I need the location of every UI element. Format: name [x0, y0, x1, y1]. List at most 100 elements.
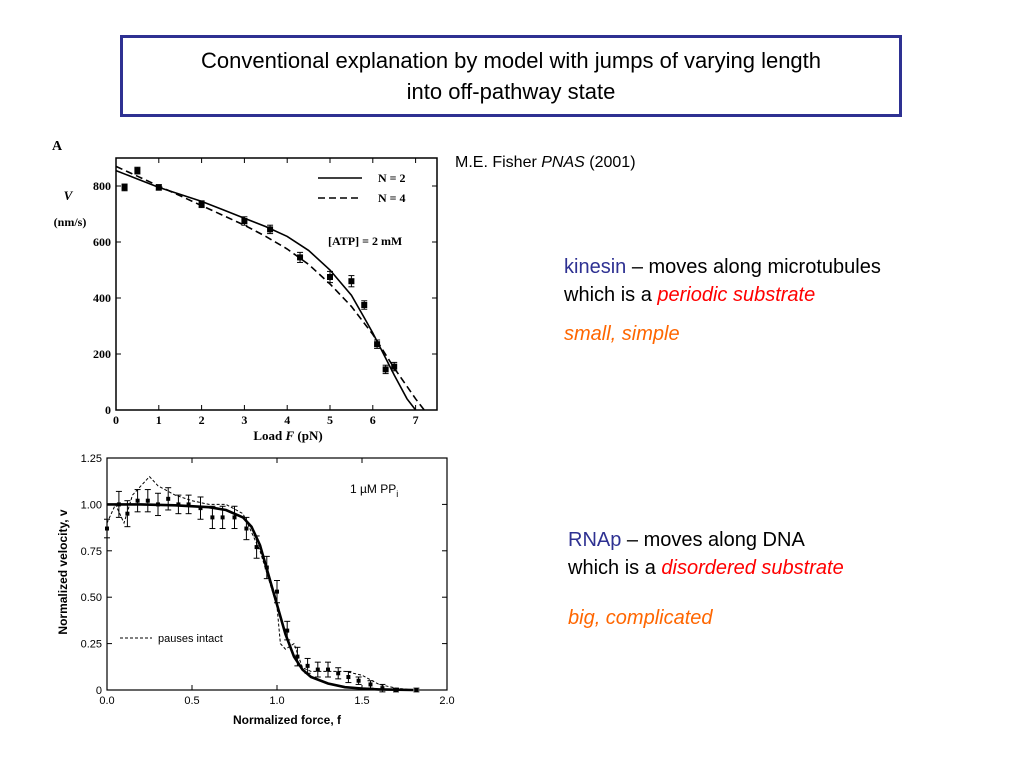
kinesin-note: kinesin – moves along microtubules which… [564, 253, 881, 309]
data-point [116, 502, 121, 507]
x-axis-label: Load F (pN) [253, 428, 322, 443]
data-point [295, 654, 300, 659]
kinesin-desc1: – moves along microtubules [626, 256, 881, 278]
kinesin-size-note: small, simple [564, 323, 680, 345]
data-point [285, 628, 290, 633]
x-axis-label-unit: (pN) [294, 428, 323, 443]
data-point [414, 688, 419, 692]
x-tick-label: 6 [370, 413, 376, 427]
data-point [382, 366, 389, 373]
chart2-legend: pauses intact [120, 633, 223, 645]
x-axis-label: Normalized force, f [233, 713, 342, 727]
rnap-size-note: big, complicated [568, 607, 713, 629]
y-tick-label: 0.75 [81, 546, 102, 558]
data-point [346, 675, 351, 680]
x-tick-label: 2.0 [439, 695, 454, 707]
x-axis-label-symbol: F [284, 428, 294, 443]
data-point [156, 502, 160, 507]
data-point [356, 678, 361, 683]
data-point [105, 526, 109, 531]
plot-area: 0 1 2 3 4 5 6 7 0 200 400 600 800 [93, 157, 438, 427]
data-point [220, 515, 225, 520]
data-point [315, 667, 320, 672]
kinesin-line1: kinesin – moves along microtubules [564, 253, 881, 281]
data-point [145, 498, 150, 503]
data-point [305, 663, 310, 668]
slide-title-line1: Conventional explanation by model with j… [200, 48, 822, 73]
data-point [198, 506, 203, 511]
x-tick-label: 0 [113, 413, 119, 427]
slide-title-line2: into off-pathway state [406, 79, 616, 104]
data-point [198, 201, 205, 208]
kinesin-line2: which is a periodic substrate [564, 281, 881, 309]
atp-annotation: [ATP] = 2 mM [328, 234, 402, 248]
y-tick-label: 600 [93, 235, 111, 249]
rnap-substrate: disordered substrate [661, 557, 844, 579]
conc-annotation: 1 µM PPi [350, 482, 398, 499]
data-point [391, 363, 398, 370]
data-point [326, 667, 330, 672]
data-point [368, 682, 373, 687]
data-point [394, 688, 398, 692]
rnap-name: RNAp [568, 529, 622, 551]
rnap-note: RNAp – moves along DNA which is a disord… [568, 526, 844, 582]
kinesin-substrate: periodic substrate [657, 284, 816, 306]
data-point [267, 226, 274, 233]
data-point [374, 341, 381, 348]
x-tick-label: 1.5 [354, 695, 369, 707]
panel-label: A [52, 139, 63, 154]
data-point [241, 218, 248, 224]
chart1-legend: N = 2 N = 4 [318, 171, 406, 205]
data-point [327, 274, 333, 280]
data-point [155, 184, 162, 191]
legend-label-n4: N = 4 [378, 191, 406, 205]
y-tick-label: 800 [93, 179, 111, 193]
data-point [121, 184, 128, 191]
data-point [134, 167, 141, 174]
slide-title-box: Conventional explanation by model with j… [120, 35, 902, 117]
data-point [135, 498, 140, 503]
series-line [115, 165, 425, 411]
y-tick-label: 1.25 [81, 453, 102, 465]
y-tick-label: 1.00 [81, 499, 102, 511]
y-tick-label: 400 [93, 291, 111, 305]
data-point [348, 278, 355, 285]
data-point [166, 496, 171, 501]
x-tick-label: 7 [413, 413, 419, 427]
data-point [125, 511, 130, 516]
legend-label-pauses: pauses intact [158, 633, 223, 645]
x-tick-label: 5 [327, 413, 333, 427]
data-point [264, 565, 269, 570]
y-axis-unit: (nm/s) [54, 215, 87, 229]
x-tick-label: 1.0 [269, 695, 284, 707]
citation: M.E. Fisher PNAS (2001) [455, 154, 636, 172]
y-tick-label: 0.25 [81, 639, 102, 651]
x-tick-label: 4 [284, 413, 290, 427]
citation-author: M.E. Fisher [455, 154, 537, 171]
rnap-desc2-prefix: which is a [568, 557, 662, 579]
conc-annotation-sub: i [396, 489, 398, 499]
series-line [106, 475, 414, 691]
data-point [186, 502, 191, 507]
data-point [254, 545, 259, 550]
data-point [210, 515, 215, 520]
y-tick-label: 0 [105, 403, 111, 417]
y-axis-symbol: V [64, 188, 74, 203]
data-point [361, 302, 368, 308]
citation-journal: PNAS [541, 154, 585, 171]
plot-frame [115, 157, 438, 411]
data-point [176, 502, 181, 507]
kinesin-name: kinesin [564, 256, 627, 278]
x-tick-label: 0.0 [99, 695, 114, 707]
y-tick-label: 200 [93, 347, 111, 361]
x-tick-label: 0.5 [184, 695, 199, 707]
x-axis-label-prefix: Load [253, 428, 285, 443]
citation-year: (2001) [589, 154, 636, 171]
rnap-desc1: – moves along DNA [621, 529, 805, 551]
x-tick-label: 2 [199, 413, 205, 427]
x-tick-label: 3 [241, 413, 247, 427]
series-line [107, 503, 414, 692]
kinesin-desc2-prefix: which is a [564, 284, 658, 306]
y-tick-label: 0.50 [81, 592, 102, 604]
